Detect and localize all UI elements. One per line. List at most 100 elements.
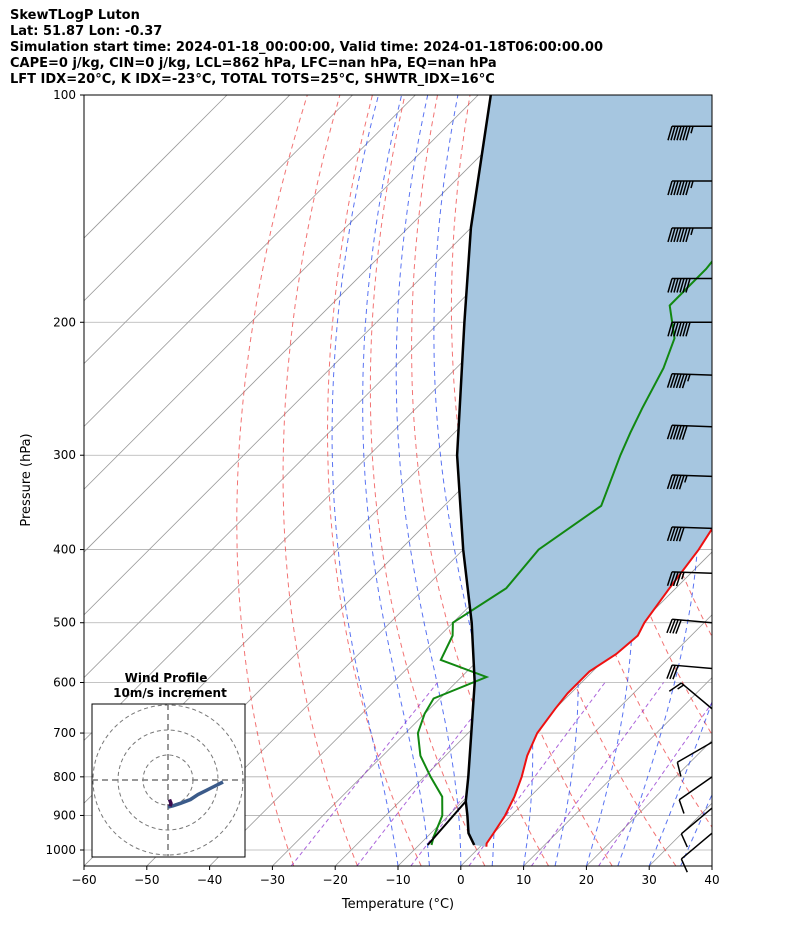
dry-adiabat [411, 95, 550, 866]
wind-barb [666, 373, 713, 389]
barb-flag [680, 833, 688, 848]
moist-adiabat [680, 793, 712, 866]
barb-flag [666, 373, 673, 388]
wind-barb [680, 807, 713, 848]
y-tick-label: 400 [53, 543, 76, 557]
cape-cin-area [457, 95, 712, 847]
barb-flag [682, 126, 688, 141]
x-tick-label: −10 [385, 873, 410, 887]
axes: −60 −50 −40 −30 −20 −10 0 10 20 30 40 100 200 300 400 5… [45, 88, 719, 887]
wind-barb [666, 571, 713, 587]
isotherm-line [84, 95, 353, 365]
barb-flag [672, 571, 679, 587]
wind-barb [676, 741, 713, 777]
barb-staff [672, 618, 713, 624]
parcel-profile [455, 95, 493, 846]
dry-adiabat [326, 95, 422, 866]
barb-flag [676, 227, 682, 243]
barb-flag [675, 571, 682, 587]
wind-barb [667, 125, 712, 141]
x-tick-label: 40 [704, 873, 719, 887]
hodograph-title: Wind Profile [125, 671, 208, 685]
moist-adiabat [331, 95, 399, 866]
barb-half-flag [690, 180, 694, 189]
barb-flag [669, 373, 676, 388]
location-line: Lat: 51.87 Lon: -0.37 [10, 24, 163, 39]
hodograph-grid [92, 704, 245, 857]
barb-flag [669, 665, 676, 680]
barb-flag [675, 373, 682, 389]
barb-flag [681, 374, 688, 389]
moist-adiabat [648, 700, 712, 866]
barb-flag [668, 682, 682, 692]
barb-flag [675, 425, 682, 440]
barb-staff [671, 474, 713, 478]
barb-flag [670, 278, 676, 293]
barb-flag [676, 126, 682, 141]
barb-staff [672, 664, 713, 670]
y-tick-label: 600 [53, 676, 76, 690]
isotherm-line [775, 95, 794, 866]
barb-flag [685, 180, 691, 196]
barb-flag [678, 373, 685, 389]
barb-flag [676, 322, 682, 337]
barb-flag [669, 526, 676, 542]
barb-flag [666, 618, 673, 634]
barb-flag [676, 278, 682, 293]
x-tick-label: 20 [579, 873, 594, 887]
chart-title: SkewTLogP Luton [10, 8, 140, 23]
dry-adiabat [282, 95, 358, 866]
wind-barb [666, 474, 713, 490]
barb-flag [685, 126, 691, 141]
barb-flag [682, 180, 688, 196]
wind-barb [667, 277, 712, 293]
barb-flag [675, 475, 682, 490]
moist-adiabat [585, 95, 634, 866]
moist-adiabat [743, 95, 794, 866]
temperature-profile [485, 527, 712, 847]
barb-flag [676, 180, 682, 196]
isotherm-line [84, 95, 291, 302]
isotherm-line [84, 95, 479, 490]
barb-staff [671, 526, 713, 530]
dry-adiabat [236, 95, 308, 866]
lcl-line [426, 800, 467, 846]
barb-flag [673, 278, 679, 293]
barb-half-flag [684, 475, 688, 483]
wind-barb [667, 227, 712, 243]
barb-flag [676, 762, 682, 777]
isotherm-line [711, 865, 712, 866]
barb-flag [669, 571, 676, 587]
barb-flag [666, 474, 673, 490]
barb-flag [670, 180, 676, 196]
barb-flag [679, 322, 685, 337]
barb-flag [666, 425, 673, 440]
x-tick-label: 10 [516, 873, 531, 887]
isotherm-line [84, 95, 416, 427]
barb-flag [669, 474, 676, 490]
barb-flag [670, 322, 676, 337]
barb-flag [672, 425, 679, 440]
cape-line: CAPE=0 j/kg, CIN=0 j/kg, LCL=862 hPa, LF… [10, 56, 497, 71]
wind-barb [678, 776, 713, 814]
barb-flag [670, 126, 676, 141]
moist-adiabat [711, 864, 712, 866]
barb-flag [682, 278, 688, 293]
dewpoint-profile [416, 260, 712, 846]
barb-staff [671, 571, 713, 575]
barb-staff [671, 424, 713, 428]
barb-flag [675, 527, 682, 542]
barb-flag [672, 373, 679, 389]
barb-flag [685, 278, 691, 293]
barb-flag [681, 425, 688, 440]
isotherm-line [460, 614, 712, 866]
barb-flag [667, 180, 673, 196]
x-tick-label: 0 [457, 873, 465, 887]
barb-flag [669, 425, 676, 440]
hodograph-surface-trace [167, 798, 173, 807]
wind-barb [667, 321, 712, 337]
barb-flag [678, 527, 685, 542]
barb-flag [685, 322, 691, 337]
barb-flag [667, 278, 673, 293]
barb-flag [679, 126, 685, 141]
